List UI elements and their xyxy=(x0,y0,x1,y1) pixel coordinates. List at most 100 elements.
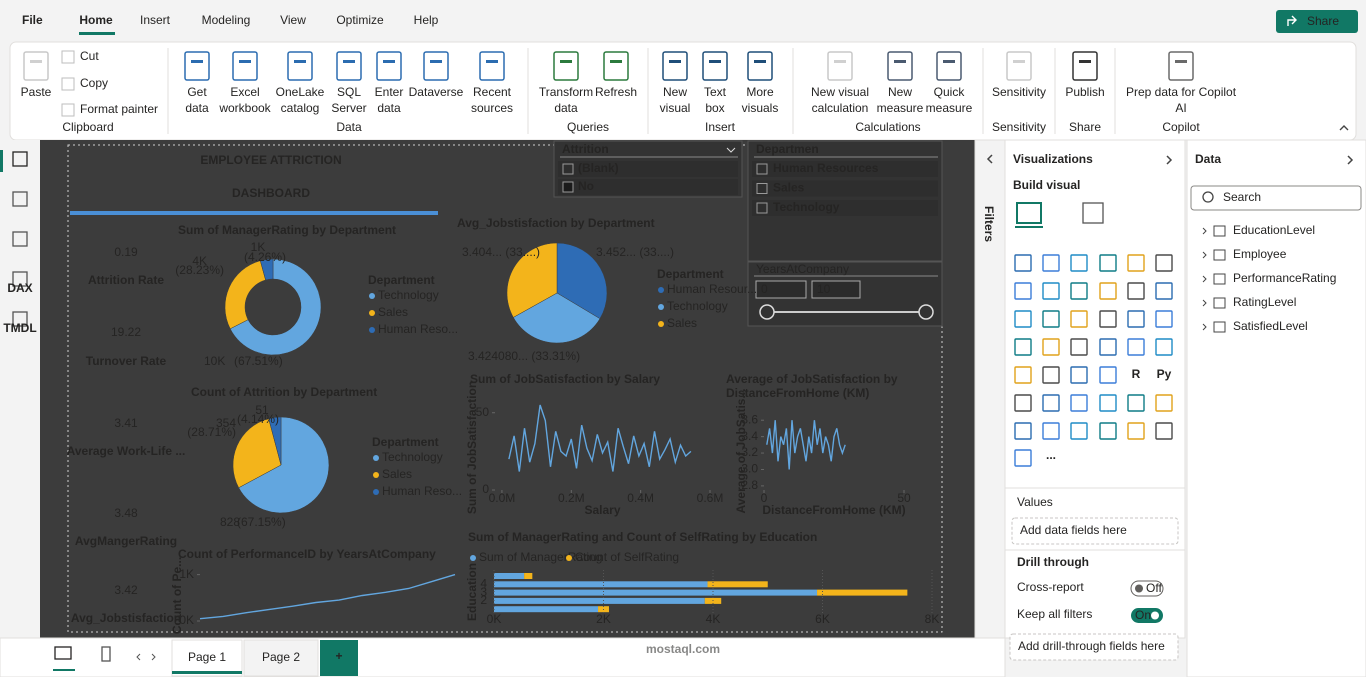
range-handle[interactable] xyxy=(918,304,934,320)
visual-type-icon[interactable] xyxy=(1042,310,1060,328)
range-handle[interactable] xyxy=(759,304,775,320)
visual-type-icon[interactable] xyxy=(1014,422,1032,440)
visual-type-icon[interactable] xyxy=(1070,282,1088,300)
slicer-checkbox[interactable] xyxy=(756,183,768,194)
ribbon-collapse[interactable] xyxy=(1339,125,1349,131)
expand-chevron[interactable] xyxy=(1202,299,1207,307)
slicer-item[interactable]: Sales xyxy=(773,181,805,195)
ribbon-icon[interactable] xyxy=(887,51,913,81)
ribbon-icon[interactable] xyxy=(232,51,258,81)
build-tab-icon[interactable] xyxy=(1016,202,1042,224)
ribbon-button-label[interactable]: data xyxy=(377,101,401,115)
rail-icon[interactable] xyxy=(12,191,28,207)
ribbon-button-label[interactable]: Cut xyxy=(80,49,99,63)
visual-type-icon[interactable] xyxy=(1155,394,1173,412)
slicer-row[interactable] xyxy=(558,161,738,177)
slicer-row[interactable] xyxy=(752,200,938,216)
visual-type-icon[interactable] xyxy=(1155,282,1173,300)
ribbon-button-label[interactable]: Transform xyxy=(539,85,593,99)
ribbon-icon[interactable] xyxy=(936,51,962,81)
slicer-item[interactable]: (Blank) xyxy=(578,161,619,175)
visual-type-icon[interactable] xyxy=(1127,338,1145,356)
table-name[interactable]: SatisfiedLevel xyxy=(1233,319,1308,333)
visual-type-icon[interactable] xyxy=(1014,366,1032,384)
pane-expand[interactable] xyxy=(1166,155,1173,165)
visual-type-glyph[interactable]: R xyxy=(1132,367,1141,381)
menu-tab[interactable]: Optimize xyxy=(336,13,384,27)
visual-type-icon[interactable] xyxy=(1099,254,1117,272)
ribbon-icon[interactable] xyxy=(184,51,210,81)
ribbon-button-label[interactable]: New xyxy=(888,85,912,99)
ribbon-button-label[interactable]: AI xyxy=(1175,101,1186,115)
ribbon-icon[interactable] xyxy=(423,51,449,81)
slicer-row[interactable] xyxy=(752,180,938,197)
ribbon-icon[interactable] xyxy=(827,51,853,81)
visual-type-icon[interactable] xyxy=(1014,282,1032,300)
format-tab-icon[interactable] xyxy=(1082,202,1104,224)
ribbon-button-label[interactable]: Format painter xyxy=(80,102,158,116)
ribbon-button-label[interactable]: visual xyxy=(660,101,691,115)
visual-type-icon[interactable] xyxy=(1099,366,1117,384)
page-tab-label[interactable]: Page 2 xyxy=(262,650,300,664)
visual-type-icon[interactable] xyxy=(1070,366,1088,384)
table-name[interactable]: EducationLevel xyxy=(1233,223,1315,237)
rail-icon[interactable] xyxy=(12,271,28,287)
ribbon-icon[interactable] xyxy=(747,51,773,81)
visual-type-icon[interactable] xyxy=(1070,394,1088,412)
range-input[interactable] xyxy=(755,280,807,299)
menu-tab[interactable]: Home xyxy=(79,13,113,27)
menu-tab[interactable]: Help xyxy=(414,13,439,27)
slicer-checkbox[interactable] xyxy=(756,202,768,214)
visual-type-icon[interactable] xyxy=(1127,310,1145,328)
visual-type-icon[interactable] xyxy=(1014,449,1032,467)
filters-label[interactable]: Filters xyxy=(982,206,996,242)
ribbon-button-label[interactable]: calculation xyxy=(812,101,869,115)
range-input[interactable] xyxy=(811,280,861,299)
visual-type-icon[interactable] xyxy=(1127,254,1145,272)
expand-chevron[interactable] xyxy=(1202,275,1207,283)
ribbon-button-label[interactable]: More xyxy=(746,85,774,99)
visual-type-icon[interactable] xyxy=(1014,338,1032,356)
ribbon-icon[interactable] xyxy=(603,51,629,81)
add-page-label[interactable]: + xyxy=(335,649,342,663)
ribbon-button-label[interactable]: visuals xyxy=(742,101,779,115)
ribbon-icon[interactable] xyxy=(553,51,579,81)
slicer-checkbox[interactable] xyxy=(756,163,768,175)
drop-zone[interactable] xyxy=(1011,517,1179,545)
ribbon-button-label[interactable]: Get xyxy=(187,85,207,99)
visual-type-icon[interactable] xyxy=(1042,282,1060,300)
visual-type-icon[interactable] xyxy=(1127,282,1145,300)
menu-tab[interactable]: Insert xyxy=(140,13,171,27)
ribbon-button-label[interactable]: data xyxy=(185,101,209,115)
expand-chevron[interactable] xyxy=(1202,323,1207,331)
visual-type-icon[interactable] xyxy=(1042,366,1060,384)
visual-type-icon[interactable] xyxy=(1070,422,1088,440)
ribbon-icon[interactable] xyxy=(287,51,313,81)
visual-type-icon[interactable] xyxy=(1042,422,1060,440)
table-name[interactable]: RatingLevel xyxy=(1233,295,1296,309)
visual-type-icon[interactable] xyxy=(1070,254,1088,272)
slicer-row[interactable] xyxy=(558,179,738,195)
visual-type-icon[interactable] xyxy=(1014,254,1032,272)
ribbon-button-label[interactable]: Publish xyxy=(1065,85,1104,99)
ribbon-button-label[interactable]: Prep data for Copilot xyxy=(1126,85,1237,99)
rail-icon[interactable] xyxy=(12,231,28,247)
ribbon-button-label[interactable]: measure xyxy=(926,101,973,115)
visual-type-icon[interactable] xyxy=(1127,422,1145,440)
view-icon[interactable] xyxy=(54,646,72,660)
ribbon-button-label[interactable]: OneLake xyxy=(276,85,325,99)
visual-type-glyph[interactable]: ... xyxy=(1046,448,1056,462)
visual-type-icon[interactable] xyxy=(1127,394,1145,412)
ribbon-icon[interactable] xyxy=(479,51,505,81)
ribbon-button-label[interactable]: workbook xyxy=(218,101,271,115)
ribbon-button-label[interactable]: Recent xyxy=(473,85,512,99)
menu-file[interactable]: File xyxy=(22,13,43,27)
ribbon-button-label[interactable]: measure xyxy=(877,101,924,115)
rail-icon[interactable] xyxy=(12,151,28,167)
ribbon-button-label[interactable]: Enter xyxy=(375,85,404,99)
expand-chevron[interactable] xyxy=(1202,227,1207,235)
view-icon[interactable] xyxy=(101,646,111,662)
ribbon-button-label[interactable]: SQL xyxy=(337,85,361,99)
visual-type-icon[interactable] xyxy=(1099,422,1117,440)
visual-type-icon[interactable] xyxy=(1099,310,1117,328)
